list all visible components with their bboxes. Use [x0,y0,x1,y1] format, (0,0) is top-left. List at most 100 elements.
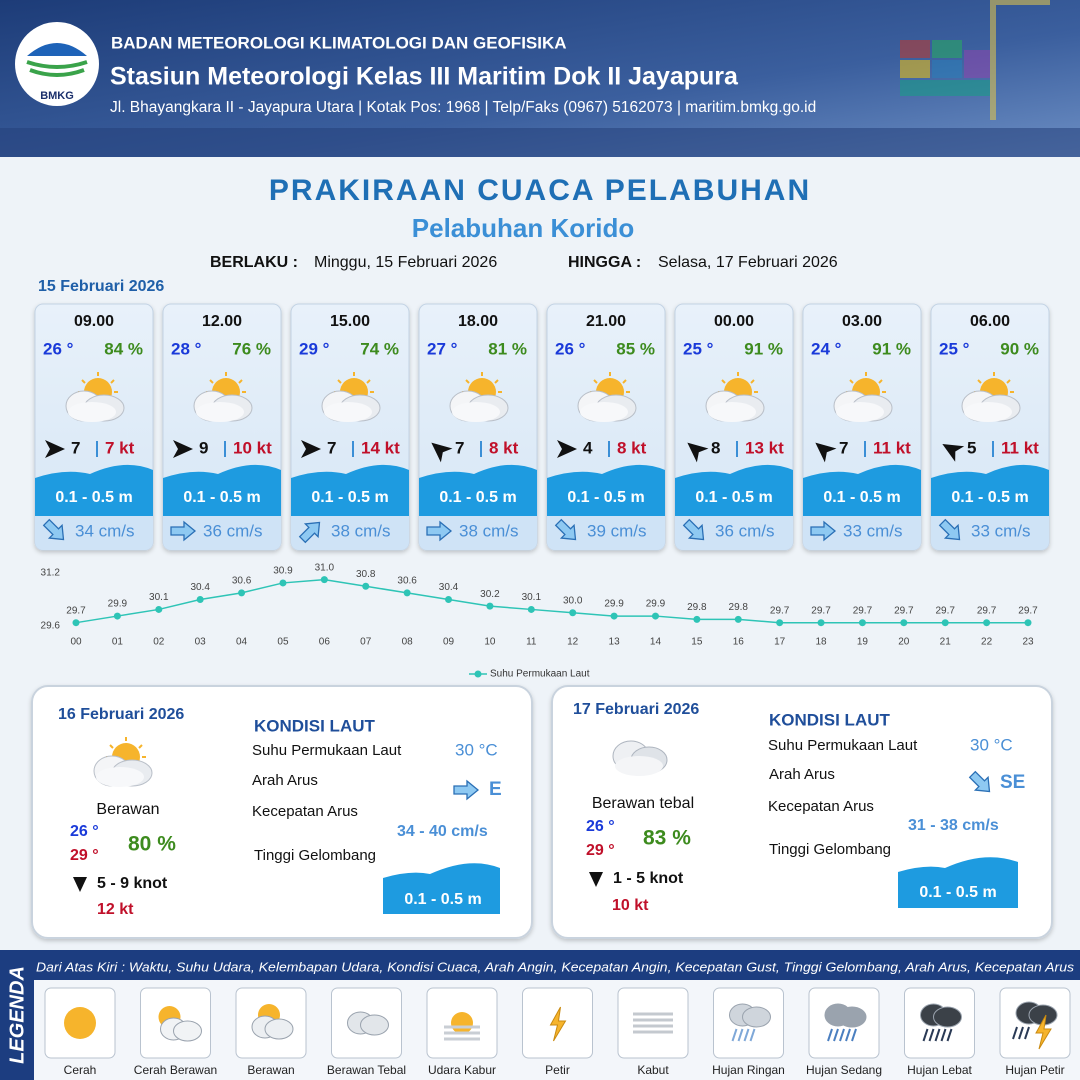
day3-humidity: 83 % [643,827,691,850]
legend-icon-box [617,987,689,1059]
icon-rain [1024,1026,1030,1040]
sst-point [651,612,659,620]
icon-rain [845,1028,851,1042]
gust-speed: 7 kt [105,438,135,457]
sst-point [279,579,287,587]
legend-title: LEGENDA [6,966,28,1064]
card-time: 15.00 [330,313,370,330]
x-tick-label: 20 [898,637,910,648]
day2-sst-label: Suhu Permukaan Laut [252,742,402,759]
sst-point [734,615,742,623]
wind-speed: 7 [455,438,464,457]
x-tick-label: 02 [153,637,165,648]
card-time: 18.00 [458,313,498,330]
sst-value-label: 29.9 [604,599,624,610]
sst-value-label: 30.8 [356,569,376,580]
wave-height: 0.1 - 0.5 m [567,489,644,506]
wave-shape [35,464,153,516]
icon-rain [940,1028,947,1042]
day3-current-dir: SE [1000,772,1025,793]
card-humidity: 90 % [1000,339,1039,358]
day3-wave-shape [898,857,1018,908]
logo-emblem [26,43,88,77]
sst-point [610,612,618,620]
icon-rain [833,1028,839,1042]
day3-condition: Berawan tebal [592,795,694,812]
wave-height: 0.1 - 0.5 m [695,489,772,506]
legend-item: Cerah Berawan [134,987,217,1077]
wave-height: 0.1 - 0.5 m [183,489,260,506]
sst-value-label: 30.4 [190,582,210,593]
address: Jl. Bhayangkara II - Jayapura Utara | Ko… [110,99,816,116]
legend-item-label: Berawan Tebal [327,1063,406,1077]
legend-item: Berawan [235,987,307,1077]
wave-shape [547,464,665,516]
sst-value-label: 29.9 [108,599,128,610]
icon-rain [922,1028,929,1042]
sst-point [445,596,453,603]
x-tick-label: 10 [484,637,496,648]
gust-speed: 14 kt [361,438,400,457]
gust-speed: 10 kt [233,438,272,457]
sst-point [1024,619,1032,627]
sst-point [403,589,411,597]
sst-point [941,619,949,627]
gust-speed: 8 kt [617,438,647,457]
legend-item: Berawan Tebal [327,987,406,1077]
day3-sst-label: Suhu Permukaan Laut [768,737,918,754]
sst-point [817,619,825,627]
page-title: PRAKIRAAN CUACA PELABUHAN [269,174,811,207]
legend-item: Hujan Petir [999,987,1071,1077]
day2-wave: 0.1 - 0.5 m [404,891,481,908]
x-tick-label: 08 [402,637,414,648]
sst-value-label: 31.0 [315,562,335,573]
card-time: 06.00 [970,313,1010,330]
day2-date: 16 Februari 2026 [58,706,184,723]
icon-rain [928,1028,935,1042]
day2-humidity: 80 % [128,833,176,856]
icon-bolt [549,1006,567,1042]
legend-item: Cerah [44,987,116,1077]
legend-item-label: Hujan Sedang [806,1063,882,1077]
legend-item-label: Berawan [247,1063,294,1077]
sst-value-label: 29.7 [894,605,914,616]
sst-value-label: 29.9 [646,599,666,610]
legend-item-label: Kabut [637,1063,669,1077]
day2-temp-max: 29 ° [70,847,99,864]
day3-wave-label: Tinggi Gelombang [769,841,891,858]
day2-dir-label: Arah Arus [252,772,318,789]
wave-shape [163,464,281,516]
day3-date: 17 Februari 2026 [573,701,699,718]
wind-speed: 8 [711,438,720,457]
legend-description: Dari Atas Kiri : Waktu, Suhu Udara, Kele… [36,959,1075,974]
legend-item: Petir [522,987,593,1077]
gust-speed: 11 kt [1001,438,1039,457]
x-tick-label: 17 [774,637,786,648]
day2-temp-min: 26 ° [70,823,99,840]
legend-item-label: Cerah Berawan [134,1063,217,1077]
day3-temp-max: 29 ° [586,842,615,859]
card-temp: 25 ° [683,339,714,358]
wave-height: 0.1 - 0.5 m [311,489,388,506]
x-tick-label: 18 [815,637,827,648]
day3-speed-label: Kecepatan Arus [768,798,874,815]
current-speed: 33 cm/s [971,521,1031,540]
icon-rain [934,1028,941,1042]
card-humidity: 81 % [488,339,527,358]
sst-value-label: 30.4 [439,582,459,593]
x-tick-label: 01 [112,637,124,648]
card-time: 21.00 [586,313,626,330]
sst-point [858,619,866,627]
sst-point [569,609,577,617]
